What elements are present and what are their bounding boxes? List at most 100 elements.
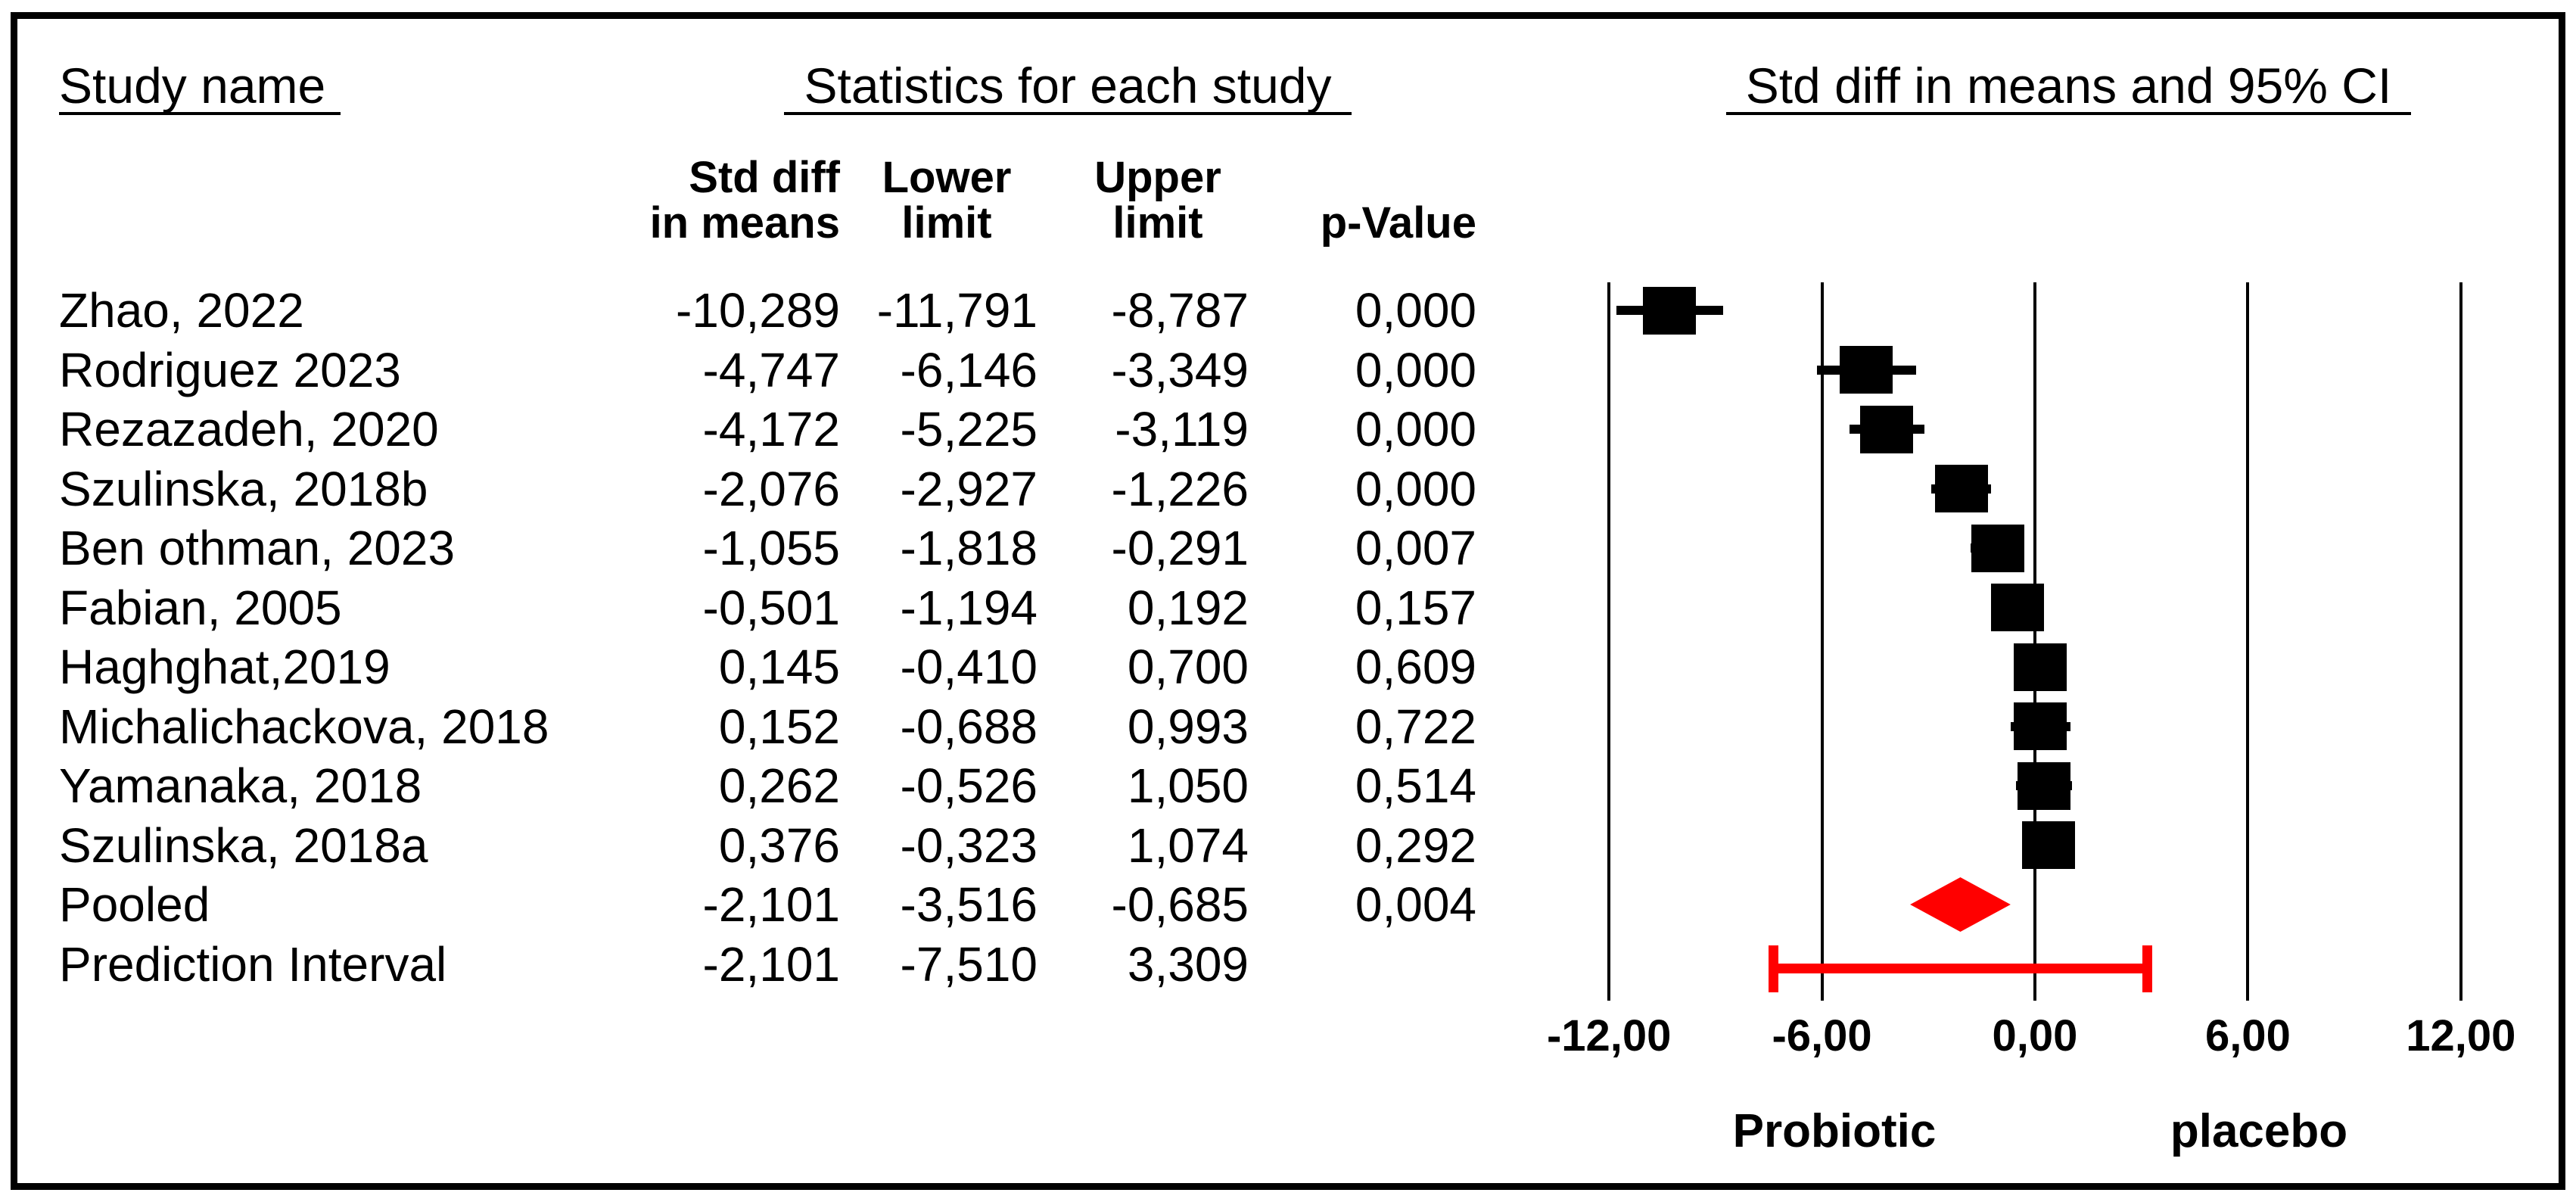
x-tick-label: 6,00 — [2204, 1011, 2291, 1060]
study-name-cell: Rodriguez 2023 — [59, 342, 401, 397]
p-value-cell: 0,004 — [1355, 877, 1476, 932]
gridline--12 — [1607, 282, 1611, 1001]
effect-square — [1840, 346, 1893, 394]
table-row: Szulinska, 2018a 0,376 -0,323 1,074 0,292 — [0, 816, 1514, 875]
effect-square — [2018, 761, 2071, 810]
std-diff-cell: -2,101 — [702, 877, 840, 932]
upper-limit-cell: 0,192 — [1127, 580, 1249, 635]
study-name-cell: Yamanaka, 2018 — [59, 758, 422, 813]
std-diff-cell: 0,152 — [718, 699, 840, 754]
std-diff-cell: -4,747 — [702, 342, 840, 397]
column-header-std-diff-line2: in means — [649, 198, 840, 248]
effect-square — [1643, 286, 1697, 335]
upper-limit-cell: -0,291 — [1111, 521, 1249, 575]
column-header-p-value: p-Value — [1320, 198, 1476, 248]
favours-right-label: placebo — [2170, 1105, 2348, 1157]
table-row: Ben othman, 2023 -1,055 -1,818 -0,291 0,007 — [0, 518, 1514, 578]
gridline--6 — [1820, 282, 1824, 1001]
study-name-cell: Zhao, 2022 — [59, 283, 304, 338]
study-name-cell: Haghghat,2019 — [59, 640, 390, 694]
study-name-cell: Szulinska, 2018b — [59, 461, 428, 516]
gridline-0 — [2033, 282, 2036, 1001]
upper-limit-cell: -1,226 — [1111, 461, 1249, 516]
p-value-cell: 0,514 — [1355, 758, 1476, 813]
column-header-std-diff: Std diff in means — [590, 155, 840, 246]
std-diff-cell: -10,289 — [675, 283, 840, 338]
study-name-cell: Fabian, 2005 — [59, 580, 342, 635]
effect-square — [1934, 465, 1988, 512]
favours-left-label: Probiotic — [1732, 1105, 1937, 1157]
lower-limit-cell: -5,225 — [900, 402, 1038, 456]
p-value-cell — [1295, 935, 1476, 994]
figure-border — [11, 12, 2565, 1190]
statistics-header: Statistics for each study — [784, 61, 1352, 115]
prediction-interval-right-cap — [2142, 945, 2153, 992]
std-diff-cell: -1,055 — [702, 521, 840, 575]
prediction-interval-left-cap — [1768, 945, 1778, 992]
upper-limit-cell: 3,309 — [1127, 936, 1249, 992]
p-value-cell: 0,000 — [1355, 461, 1476, 516]
table-row: Pooled -2,101 -3,516 -0,685 0,004 — [0, 875, 1514, 934]
plot-header: Std diff in means and 95% CI — [1726, 61, 2411, 115]
p-value-cell: 0,007 — [1355, 521, 1476, 575]
lower-limit-cell: -11,791 — [876, 283, 1038, 338]
p-value-cell: 0,000 — [1355, 342, 1476, 397]
upper-limit-cell: -3,349 — [1111, 342, 1249, 397]
std-diff-cell: 0,376 — [718, 817, 840, 873]
std-diff-cell: -2,076 — [702, 461, 840, 516]
upper-limit-cell: -8,787 — [1111, 283, 1249, 338]
lower-limit-cell: -0,323 — [900, 817, 1038, 873]
effect-square — [1971, 524, 2024, 572]
effect-square — [2014, 702, 2067, 750]
upper-limit-cell: 1,050 — [1127, 758, 1249, 813]
table-row: Szulinska, 2018b -2,076 -2,927 -1,226 0,000 — [0, 459, 1514, 518]
study-name-cell: Rezazadeh, 2020 — [59, 402, 439, 456]
upper-limit-cell: -3,119 — [1115, 402, 1249, 456]
column-header-upper-line1: Upper — [1094, 153, 1221, 202]
table-row: Zhao, 2022 -10,289 -11,791 -8,787 0,000 — [0, 281, 1514, 340]
study-name-cell: Michalichackova, 2018 — [59, 699, 549, 754]
lower-limit-cell: -0,688 — [900, 699, 1038, 754]
effect-square — [2013, 643, 2067, 691]
column-header-upper-line2: limit — [1112, 198, 1203, 248]
study-name-header: Study name — [59, 61, 341, 115]
std-diff-cell: -0,501 — [702, 580, 840, 635]
upper-limit-cell: 0,700 — [1127, 640, 1249, 694]
column-header-lower-line2: limit — [901, 198, 992, 248]
column-header-std-diff-line1: Std diff — [689, 153, 840, 202]
lower-limit-cell: -1,818 — [900, 521, 1038, 575]
table-row: Yamanaka, 2018 0,262 -0,526 1,050 0,514 — [0, 756, 1514, 815]
lower-limit-cell: -3,516 — [900, 877, 1038, 932]
column-header-lower-line1: Lower — [882, 153, 1012, 202]
p-value-cell: 0,722 — [1355, 699, 1476, 754]
effect-square — [2021, 821, 2075, 869]
study-name-cell: Pooled — [59, 877, 210, 932]
table-row: Haghghat,2019 0,145 -0,410 0,700 0,609 — [0, 637, 1514, 696]
gridline-12 — [2459, 282, 2462, 1001]
p-value-cell: 0,000 — [1355, 402, 1476, 456]
study-name-cell: Ben othman, 2023 — [59, 521, 456, 575]
upper-limit-cell: 0,993 — [1127, 699, 1249, 754]
x-tick-label: -6,00 — [1772, 1011, 1872, 1060]
p-value-cell: 0,000 — [1355, 283, 1476, 338]
lower-limit-cell: -6,146 — [900, 342, 1038, 397]
lower-limit-cell: -0,526 — [900, 758, 1038, 813]
effect-square — [1860, 405, 1914, 453]
x-tick-label: -12,00 — [1546, 1011, 1672, 1060]
upper-limit-cell: 1,074 — [1127, 817, 1249, 873]
effect-square — [1990, 584, 2044, 631]
x-tick-label: 12,00 — [2406, 1011, 2516, 1060]
p-value-cell: 0,609 — [1355, 640, 1476, 694]
table-row: Rezazadeh, 2020 -4,172 -5,225 -3,119 0,000 — [0, 400, 1514, 459]
table-row: Michalichackova, 2018 0,152 -0,688 0,993 0,7… — [0, 697, 1514, 756]
column-header-upper-limit: Upper limit — [1067, 155, 1249, 246]
lower-limit-cell: -2,927 — [900, 461, 1038, 516]
study-name-cell: Szulinska, 2018a — [59, 817, 428, 873]
table-row: Rodriguez 2023 -4,747 -6,146 -3,349 0,000 — [0, 341, 1514, 400]
column-header-lower-limit: Lower limit — [856, 155, 1038, 246]
lower-limit-cell: -7,510 — [900, 936, 1038, 992]
std-diff-cell: 0,262 — [718, 758, 840, 813]
std-diff-cell: -2,101 — [702, 936, 840, 992]
study-name-cell: Prediction Interval — [59, 936, 447, 992]
